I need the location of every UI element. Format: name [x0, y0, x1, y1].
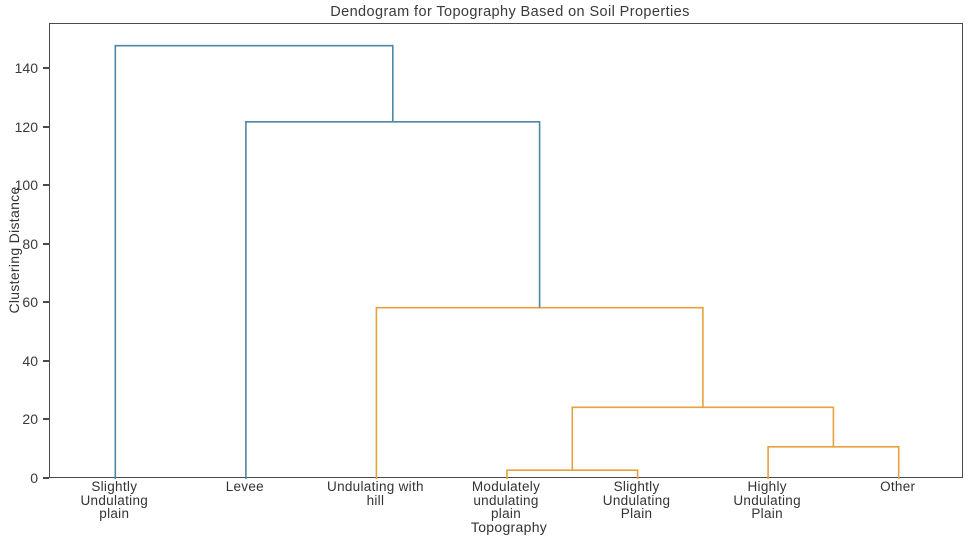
- leaf-label-line: Levee: [225, 479, 264, 494]
- leaf-label-line: Slightly: [91, 479, 138, 494]
- leaf-label: Highly Undulating Plain: [733, 480, 801, 521]
- leaf-label: Undulating with hill: [327, 480, 424, 507]
- y-tick-label: 80: [22, 235, 38, 252]
- dendrogram-link: [375, 306, 704, 479]
- y-tick-label: 20: [22, 411, 38, 428]
- leaf-label-line: Undulating with: [327, 479, 424, 494]
- leaf-label-line: Other: [880, 479, 916, 494]
- dendrogram-link: [506, 469, 639, 479]
- leaf-label-line: hill: [366, 492, 385, 508]
- plot-area: [49, 23, 963, 479]
- y-tick-mark: [43, 184, 49, 187]
- leaf-label: Other: [880, 480, 915, 494]
- dendrogram-link: [571, 406, 835, 471]
- leaf-label: Modulately undulating plain: [472, 480, 540, 521]
- x-axis-label: Topography: [470, 519, 548, 535]
- y-tick-mark: [43, 477, 49, 479]
- y-tick-mark: [43, 67, 49, 70]
- y-tick-mark: [43, 242, 49, 245]
- leaf-label-line: Highly: [747, 479, 787, 494]
- dendrogram-links-canvas: [114, 44, 900, 479]
- leaf-label-line: Undulating: [733, 492, 801, 508]
- dendrogram-link: [767, 446, 900, 479]
- dendrogram-link: [245, 121, 541, 479]
- y-tick-label: 120: [14, 118, 38, 135]
- leaf-label-line: plain: [490, 506, 522, 521]
- chart-title: Dendogram for Topography Based on Soil P…: [330, 4, 690, 20]
- leaf-label: Slightly Undulating plain: [81, 480, 149, 521]
- y-tick-label: 140: [14, 60, 38, 77]
- leaf-label-line: Undulating: [602, 492, 671, 508]
- leaf-label-line: Slightly: [613, 479, 660, 494]
- leaf-label-line: undulating: [473, 492, 539, 508]
- y-tick-label: 0: [30, 470, 38, 486]
- dendrogram-link: [114, 44, 394, 479]
- leaf-label-line: Modulately: [471, 479, 541, 494]
- leaf-label: Levee: [226, 480, 264, 494]
- y-tick-label: 100: [14, 177, 38, 194]
- y-tick-mark: [43, 418, 49, 421]
- leaf-label-line: Undulating: [80, 492, 149, 508]
- leaf-label-line: Plain: [620, 506, 653, 521]
- y-tick-mark: [43, 301, 49, 304]
- y-tick-mark: [43, 359, 49, 362]
- leaf-label: Slightly Undulating Plain: [603, 480, 671, 521]
- leaf-label-line: Plain: [751, 506, 783, 521]
- y-tick-label: 40: [22, 352, 38, 369]
- y-tick-label: 60: [22, 294, 38, 311]
- leaf-label-line: plain: [99, 506, 130, 521]
- y-tick-mark: [43, 125, 49, 128]
